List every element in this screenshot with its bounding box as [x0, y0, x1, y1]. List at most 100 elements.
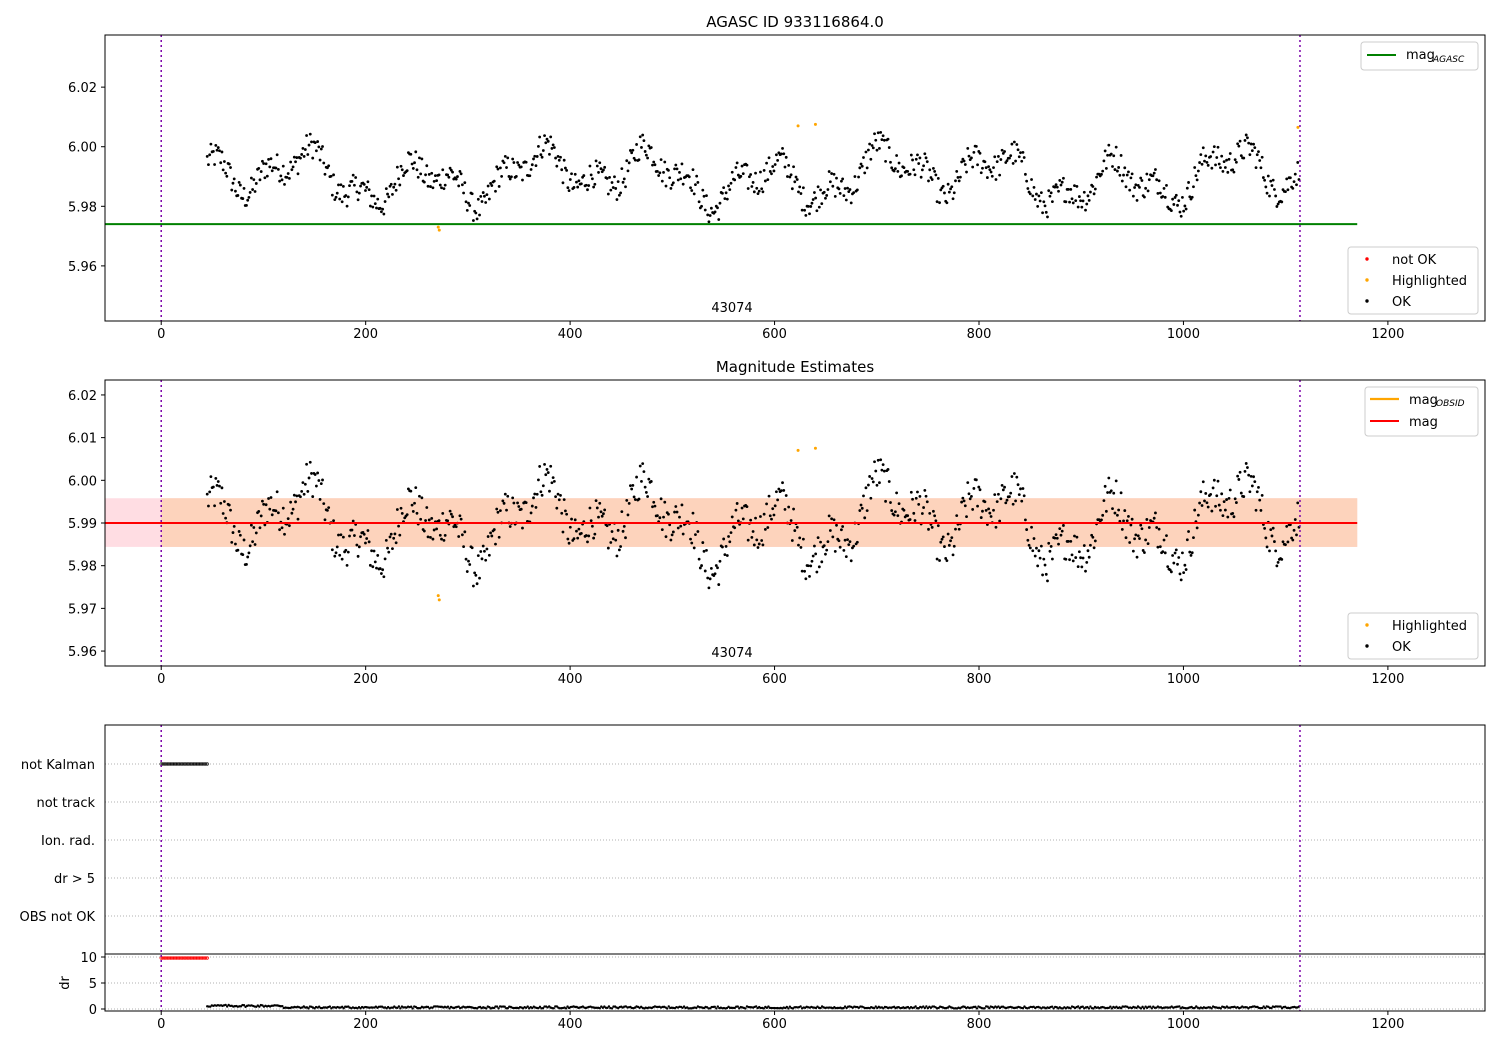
ok-point [316, 140, 320, 143]
dr-point [1050, 1005, 1054, 1008]
ok-point [913, 519, 917, 522]
ok-point [1047, 541, 1051, 545]
ok-point [1147, 526, 1151, 529]
ok-point [420, 496, 424, 500]
ok-point [1024, 518, 1027, 522]
ok-point [556, 492, 560, 496]
dr-point [1178, 1005, 1181, 1008]
ok-point [934, 519, 938, 523]
ok-point [492, 179, 496, 183]
dr-point [1139, 1007, 1143, 1010]
ok-point [371, 565, 375, 569]
ok-point [965, 170, 968, 174]
ok-point [211, 485, 215, 489]
ok-point [1219, 508, 1222, 512]
p1-xtick-label-4: 800 [967, 327, 992, 342]
ok-point [1087, 555, 1091, 559]
ok-point [1010, 475, 1014, 478]
ok-point [736, 173, 740, 177]
ok-point [555, 164, 559, 168]
ok-point [368, 204, 372, 208]
legend2-ok-marker [1365, 644, 1369, 648]
ok-point [1228, 488, 1232, 492]
ok-point [859, 162, 863, 166]
ok-point [1250, 484, 1254, 488]
ok-point [1133, 537, 1136, 541]
ok-point [842, 194, 846, 198]
ok-point [481, 544, 485, 548]
ok-point [995, 500, 999, 504]
ok-point [582, 174, 586, 177]
p2-ytick-label-5: 6.01 [68, 432, 97, 447]
ok-point [1166, 565, 1170, 569]
ok-point [956, 176, 960, 179]
ok-point [1221, 514, 1225, 517]
ok-point [1077, 195, 1081, 198]
ok-point [651, 505, 654, 509]
ok-point [480, 200, 484, 203]
ok-point [476, 554, 480, 558]
ok-point [1122, 519, 1125, 523]
dr-high-point [184, 956, 188, 960]
ok-point [1125, 173, 1129, 177]
dr-point [307, 1007, 310, 1010]
ok-point [830, 517, 833, 521]
ok-point [874, 469, 878, 473]
highlighted-point [1296, 125, 1300, 129]
p2-xtick-label-0: 0 [157, 672, 165, 687]
p1-ytick-label-2: 6.00 [68, 141, 97, 156]
dr-high-point [171, 956, 176, 960]
panel1-point-legend: not OK Highlighted OK [1347, 246, 1479, 315]
ok-point [871, 146, 875, 150]
ok-point [1293, 518, 1297, 521]
ok-point [391, 192, 394, 196]
ok-point [1028, 192, 1032, 196]
ok-point [329, 174, 333, 178]
ok-point [705, 548, 708, 552]
ok-point [410, 162, 414, 166]
ok-point [640, 479, 643, 483]
ok-point [1268, 194, 1271, 198]
ok-point [837, 187, 841, 191]
dr-point [666, 1007, 669, 1010]
dr-point [923, 1006, 927, 1010]
ok-point [1139, 523, 1143, 527]
ok-point [1199, 153, 1203, 157]
ok-point [278, 179, 281, 183]
ok-point [332, 173, 335, 177]
ok-point [876, 458, 880, 462]
ok-point [598, 501, 602, 505]
dr-point [787, 1007, 790, 1010]
ok-point [794, 175, 798, 179]
ok-point [468, 204, 472, 207]
ok-point [702, 549, 706, 553]
ok-point [1146, 542, 1150, 546]
p1-xtick-label-6: 1200 [1371, 327, 1404, 342]
ok-point [460, 533, 464, 537]
ok-point [1134, 533, 1138, 537]
ok-point [668, 523, 672, 527]
ok-point [728, 540, 732, 544]
ok-point [869, 496, 873, 500]
ok-point [751, 530, 755, 533]
ok-point [1211, 150, 1215, 154]
ok-point [1070, 197, 1074, 201]
ok-point [337, 533, 340, 537]
ok-point [413, 161, 416, 165]
ok-point [458, 514, 462, 518]
ok-point [701, 188, 705, 192]
ok-point [554, 495, 557, 499]
ok-point [730, 515, 734, 519]
ok-point [1059, 183, 1063, 187]
ok-point [658, 516, 662, 520]
ok-point [437, 173, 441, 177]
ok-point [1119, 491, 1123, 495]
not-kalman-marker [193, 762, 197, 766]
ok-point [419, 517, 423, 521]
ok-point [227, 162, 231, 166]
ok-point [207, 504, 210, 508]
ok-point [1074, 556, 1078, 559]
ok-point [356, 554, 360, 558]
ok-point [209, 475, 213, 478]
ok-point [498, 509, 502, 513]
